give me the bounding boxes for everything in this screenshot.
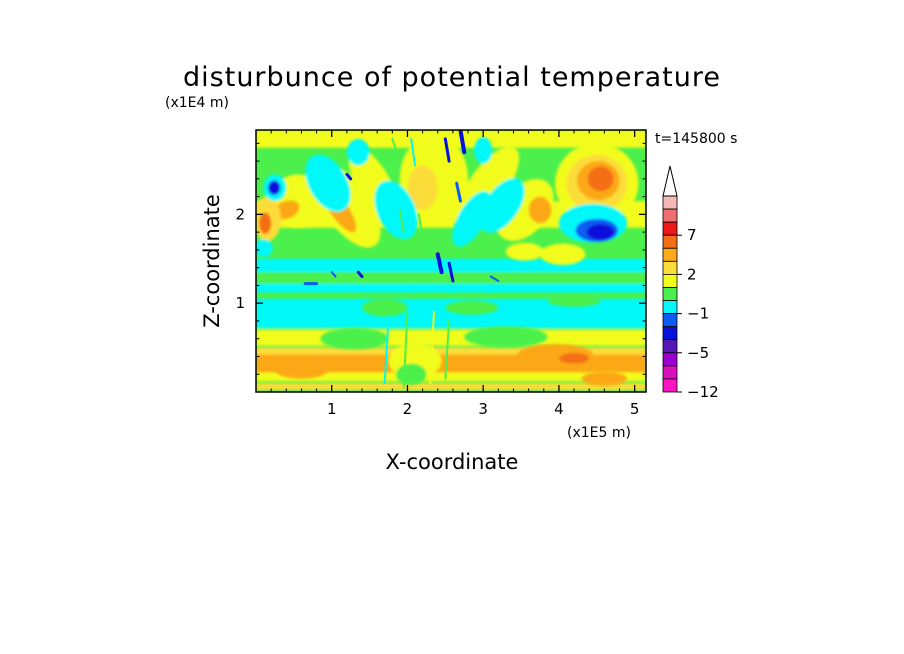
colorbar-swatch xyxy=(662,352,678,367)
field-streak xyxy=(391,137,401,163)
field-streak xyxy=(435,252,444,275)
y-axis: 12 xyxy=(235,142,646,375)
y-scale-label: (x1E4 m) xyxy=(165,95,229,111)
colorbar-tick-label: 2 xyxy=(687,265,697,283)
colorbar-swatch xyxy=(662,339,678,354)
field-cell xyxy=(320,328,389,350)
field-cell xyxy=(374,180,418,240)
colorbar-swatch xyxy=(662,208,678,223)
x-axis: 1 2 3 4 5 xyxy=(270,130,640,418)
field-cell xyxy=(587,166,614,192)
field-cell xyxy=(452,191,492,247)
x-tick-label: 1 xyxy=(327,400,337,418)
field-streak xyxy=(356,270,364,279)
x-axis-label: X-coordinate xyxy=(386,450,519,474)
colorbar-tick-label: −1 xyxy=(687,305,709,323)
time-label: t=145800 s xyxy=(655,131,737,147)
chart-title: disturbunce of potential temperature xyxy=(183,62,721,93)
colorbar-tick-label: −5 xyxy=(687,344,709,362)
field-streak xyxy=(429,311,435,385)
field-streak xyxy=(444,319,451,380)
field-streak xyxy=(458,130,467,155)
colorbar-tick-label: −12 xyxy=(687,383,719,401)
x-tick-label: 5 xyxy=(630,400,640,418)
field-cell xyxy=(479,178,525,233)
field-cell xyxy=(362,298,408,317)
colorbar-swatch xyxy=(662,287,678,301)
field-band xyxy=(256,372,646,382)
colorbar-swatch xyxy=(662,378,678,393)
field-cell xyxy=(346,138,370,166)
field-cell xyxy=(586,224,615,241)
field-streak xyxy=(345,172,353,181)
field-streak xyxy=(443,137,451,163)
field-streak xyxy=(398,208,405,234)
field-streak xyxy=(410,137,417,167)
colorbar: 7 2 −1 −5 −12 xyxy=(662,165,719,401)
heatmap-field xyxy=(256,130,646,392)
field-cell xyxy=(274,360,328,379)
field-band xyxy=(256,329,646,346)
colorbar-swatch xyxy=(662,300,678,314)
colorbar-swatch xyxy=(662,221,678,236)
field-cell xyxy=(259,212,272,234)
field-cell xyxy=(407,165,438,210)
field-cell xyxy=(528,196,552,224)
field-cell xyxy=(305,154,351,212)
colorbar-swatch xyxy=(662,247,678,262)
field-streak xyxy=(402,311,409,389)
field-cell xyxy=(445,300,499,315)
y-tick-label: 1 xyxy=(235,294,245,312)
field-streak xyxy=(455,181,462,203)
field-streak xyxy=(447,261,455,283)
field-cell xyxy=(558,352,590,364)
colorbar-tick-label: 7 xyxy=(687,226,697,244)
field-cell xyxy=(547,296,601,307)
x-tick-label: 4 xyxy=(554,400,564,418)
colorbar-swatch xyxy=(662,195,678,210)
field-streak xyxy=(489,275,500,282)
x-tick-label: 3 xyxy=(478,400,488,418)
field-cell xyxy=(256,239,273,258)
colorbar-swatch xyxy=(662,313,678,328)
colorbar-swatch xyxy=(662,273,678,288)
y-tick-label: 2 xyxy=(235,205,245,223)
field-cell xyxy=(474,137,493,164)
colorbar-swatch xyxy=(662,260,678,275)
field-cell xyxy=(268,180,281,195)
x-tick-label: 2 xyxy=(403,400,413,418)
field-cell xyxy=(464,326,548,348)
colorbar-swatch xyxy=(662,234,678,249)
field-streak xyxy=(417,213,424,238)
field-cell xyxy=(539,243,586,265)
colorbar-swatch xyxy=(662,365,678,380)
field-band xyxy=(256,383,646,391)
field-cell xyxy=(396,363,427,385)
field-cell xyxy=(581,371,628,386)
field-cell xyxy=(505,242,544,261)
x-scale-label: (x1E5 m) xyxy=(567,425,631,441)
field-streak xyxy=(330,271,337,278)
colorbar-swatch xyxy=(662,326,678,341)
plot-frame xyxy=(255,129,647,393)
field-streak xyxy=(383,315,390,385)
y-axis-label: Z-coordinate xyxy=(200,194,224,328)
colorbar-extend-arrow xyxy=(662,165,678,197)
